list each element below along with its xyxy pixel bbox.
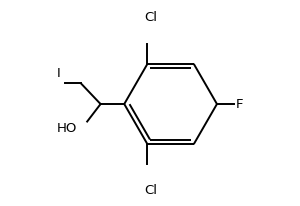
Text: HO: HO (57, 122, 77, 135)
Text: Cl: Cl (145, 184, 158, 197)
Text: Cl: Cl (145, 11, 158, 24)
Text: F: F (236, 97, 243, 111)
Text: I: I (56, 67, 60, 80)
